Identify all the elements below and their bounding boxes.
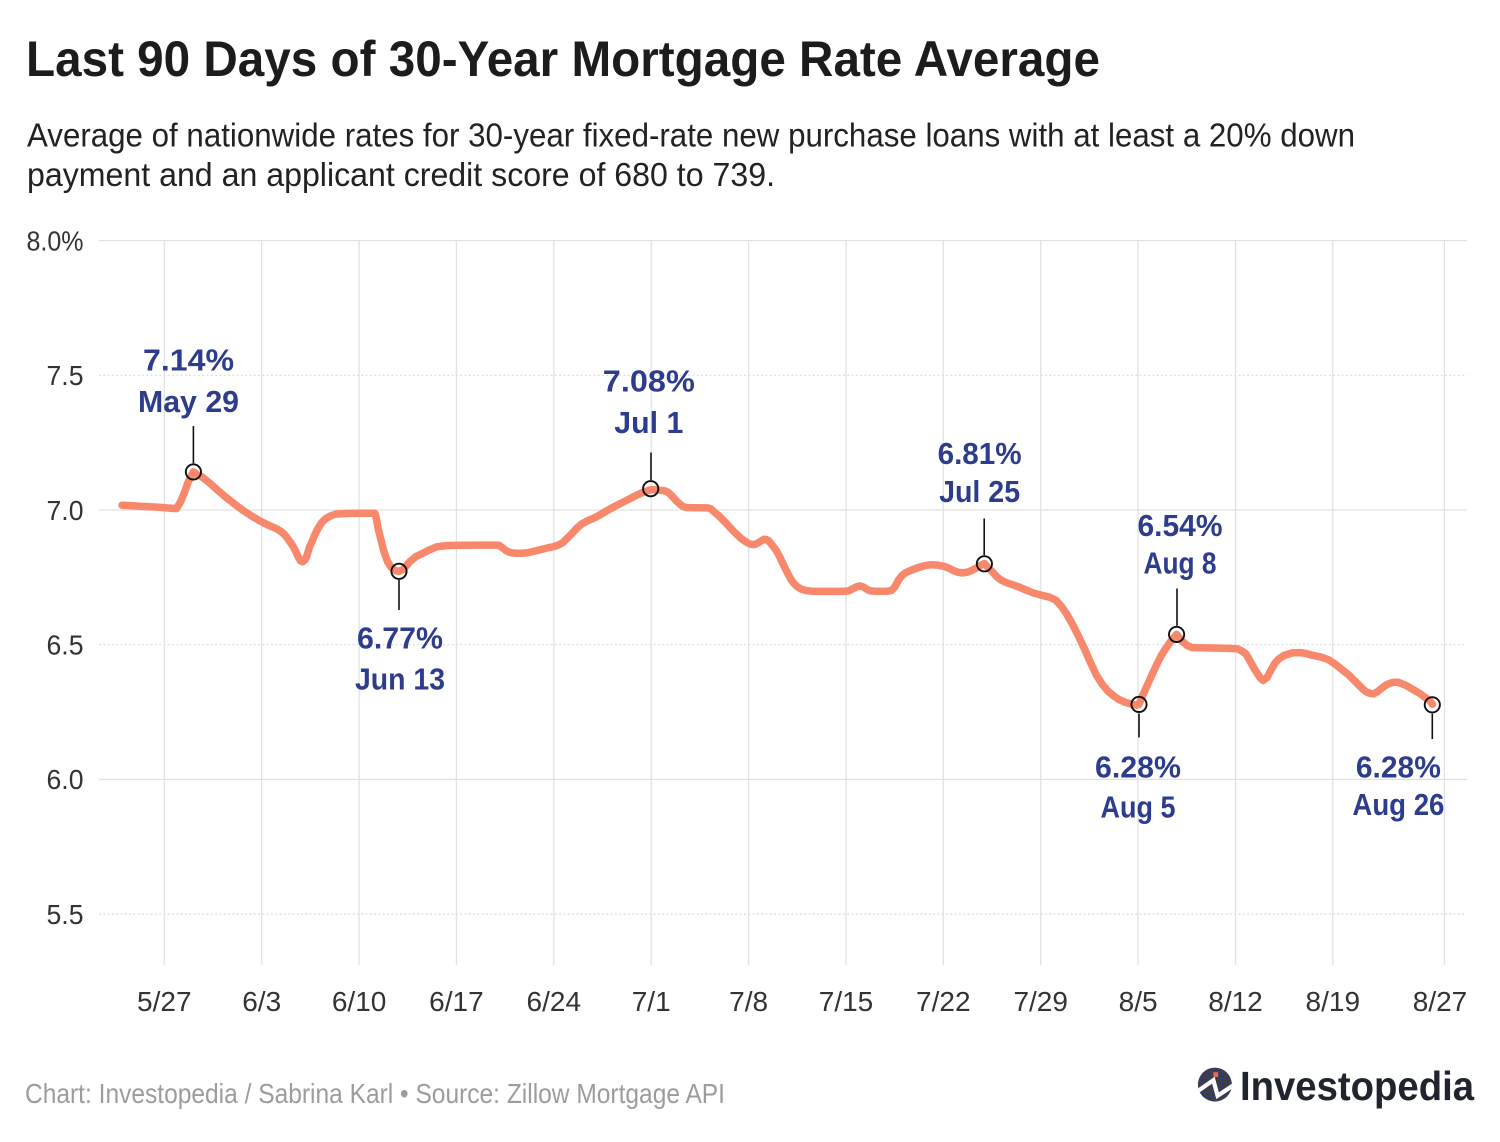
svg-text:6/24: 6/24	[527, 986, 582, 1017]
svg-text:6.28%: 6.28%	[1356, 749, 1441, 784]
svg-text:Aug 8: Aug 8	[1144, 546, 1217, 581]
svg-text:Investopedia: Investopedia	[1240, 1063, 1475, 1109]
svg-text:7.0: 7.0	[47, 495, 84, 526]
svg-text:Aug 5: Aug 5	[1101, 789, 1176, 824]
svg-text:7.14%: 7.14%	[143, 343, 234, 378]
svg-text:7/1: 7/1	[632, 986, 671, 1017]
svg-text:6.54%: 6.54%	[1138, 508, 1223, 543]
svg-text:Jul 1: Jul 1	[614, 405, 683, 440]
svg-text:7/8: 7/8	[729, 986, 768, 1017]
svg-text:Chart: Investopedia / Sabrina: Chart: Investopedia / Sabrina Karl • Sou…	[25, 1078, 725, 1109]
svg-text:6/10: 6/10	[332, 986, 387, 1017]
svg-text:8/12: 8/12	[1208, 986, 1263, 1017]
svg-text:6.81%: 6.81%	[938, 436, 1022, 471]
svg-text:7.08%: 7.08%	[603, 364, 695, 399]
svg-text:7.5: 7.5	[47, 360, 84, 391]
svg-text:Jul 25: Jul 25	[939, 474, 1020, 509]
svg-text:8.0%: 8.0%	[27, 225, 84, 256]
svg-text:6.5: 6.5	[47, 630, 84, 661]
svg-text:Jun 13: Jun 13	[355, 662, 445, 697]
svg-text:8/27: 8/27	[1413, 986, 1468, 1017]
svg-text:Aug 26: Aug 26	[1352, 787, 1444, 822]
svg-text:6.0: 6.0	[47, 764, 84, 795]
svg-text:Last 90 Days of 30-Year Mortga: Last 90 Days of 30-Year Mortgage Rate Av…	[26, 31, 1100, 87]
svg-text:8/19: 8/19	[1306, 986, 1361, 1017]
svg-text:8/5: 8/5	[1119, 986, 1158, 1017]
svg-text:Average of nationwide rates fo: Average of nationwide rates for 30-year …	[27, 117, 1355, 154]
svg-text:5/27: 5/27	[137, 986, 192, 1017]
svg-text:5.5: 5.5	[47, 899, 84, 930]
svg-text:payment and an applicant credi: payment and an applicant credit score of…	[27, 156, 775, 193]
svg-text:7/29: 7/29	[1013, 986, 1068, 1017]
svg-text:May 29: May 29	[138, 384, 239, 419]
svg-text:7/15: 7/15	[819, 986, 874, 1017]
svg-text:6.28%: 6.28%	[1095, 750, 1181, 785]
svg-text:6/17: 6/17	[429, 986, 484, 1017]
svg-text:6.77%: 6.77%	[357, 621, 443, 656]
svg-text:7/22: 7/22	[916, 986, 971, 1017]
svg-text:6/3: 6/3	[242, 986, 281, 1017]
